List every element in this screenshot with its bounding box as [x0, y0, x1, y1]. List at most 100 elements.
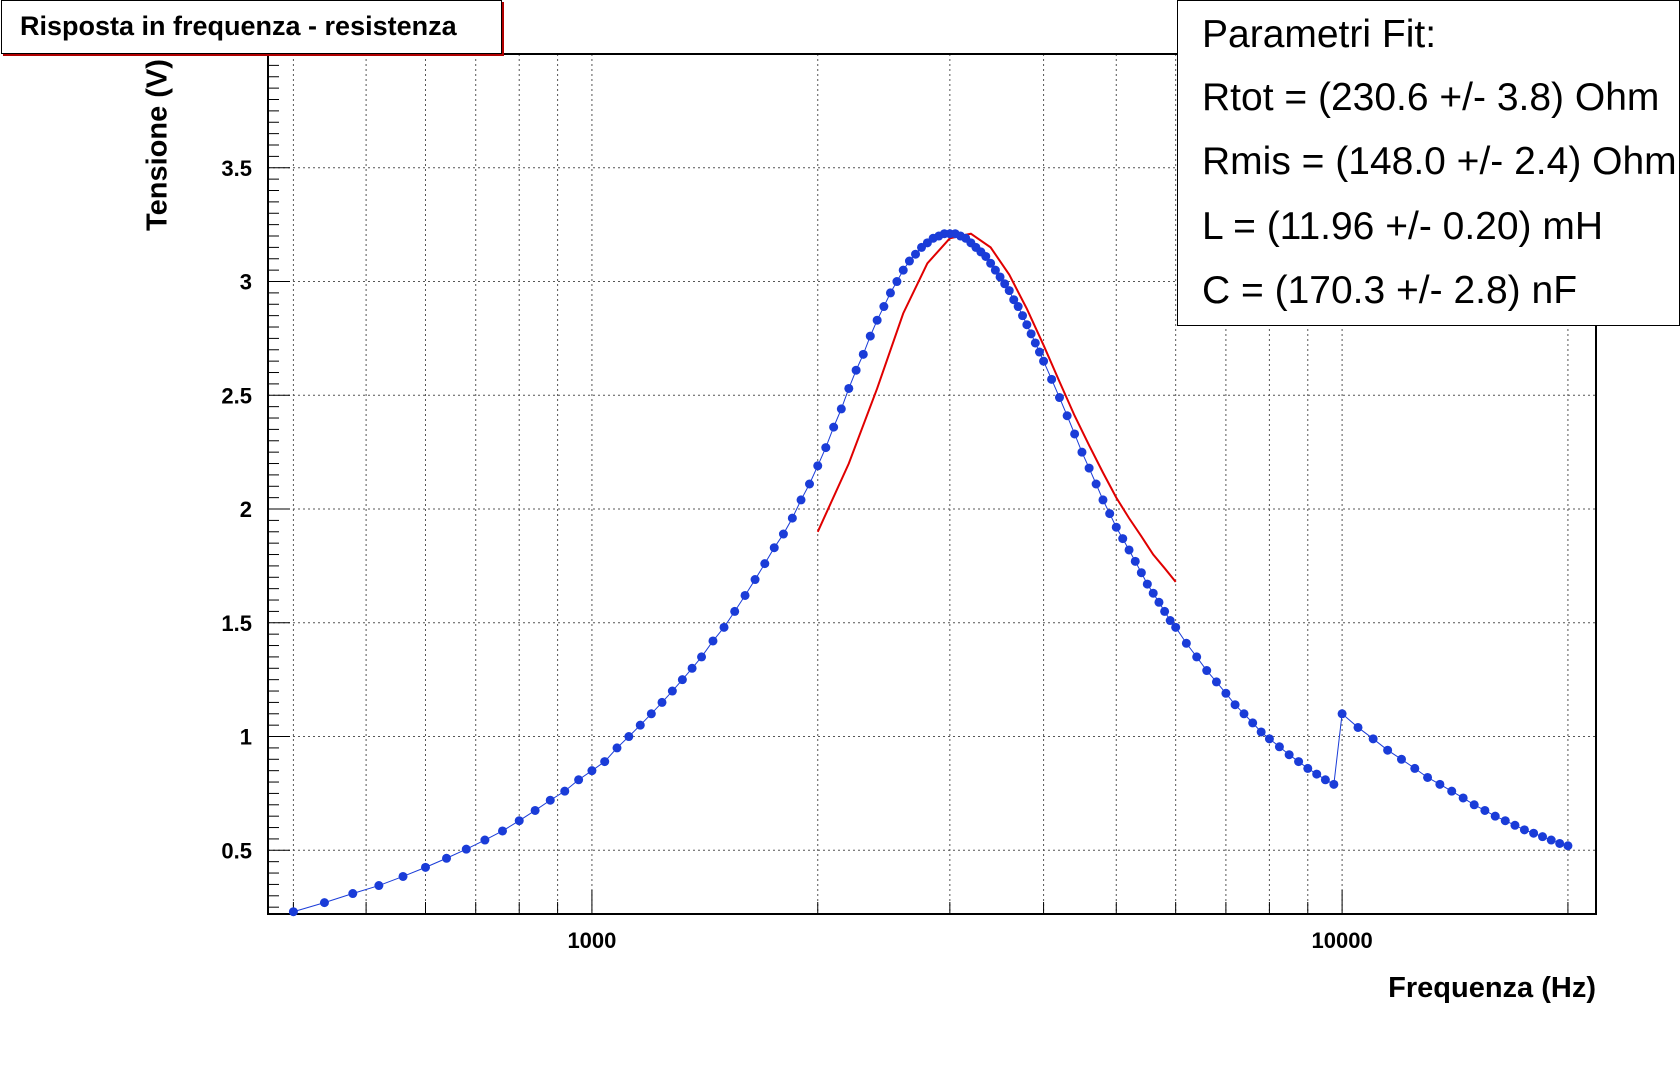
data-point	[858, 349, 868, 359]
data-point	[1458, 793, 1468, 803]
y-tick-label: 0.5	[221, 838, 252, 863]
data-point	[1211, 677, 1221, 687]
data-point	[374, 881, 384, 891]
data-point	[851, 365, 861, 375]
data-point	[1026, 329, 1036, 339]
data-point	[1142, 579, 1152, 589]
data-point	[1546, 835, 1556, 845]
data-point	[1098, 495, 1108, 505]
chart-title-box: Risposta in frequenza - resistenza	[1, 0, 502, 54]
fit-curve	[816, 232, 1177, 583]
fit-param-c: C = (170.3 +/- 2.8) nF	[1202, 269, 1578, 312]
data-point	[442, 853, 452, 863]
data-point	[1469, 800, 1479, 810]
data-point	[1000, 279, 1010, 289]
data-point	[1284, 750, 1294, 760]
data-point	[865, 331, 875, 341]
data-point	[1500, 816, 1510, 826]
data-point	[872, 315, 882, 325]
data-point	[1396, 754, 1406, 764]
data-point	[1519, 825, 1529, 835]
data-point	[1047, 374, 1057, 384]
data-point	[1084, 463, 1094, 473]
data-point	[574, 775, 584, 785]
data-point	[760, 559, 770, 569]
data-point	[1312, 769, 1322, 779]
data-point	[885, 288, 895, 298]
data-point	[1154, 597, 1164, 607]
data-point	[813, 461, 823, 471]
data-point	[1538, 832, 1548, 842]
data-point	[1329, 779, 1339, 789]
chart-title: Risposta in frequenza - resistenza	[20, 11, 457, 41]
x-tick-label: 1000	[567, 928, 616, 953]
data-point	[1435, 779, 1445, 789]
data-point	[1165, 616, 1175, 626]
tick-labels: 0.5 1 1.5 2 2.5 3 3.5 1000 10000	[221, 156, 1372, 953]
data-point	[646, 709, 656, 719]
data-point	[911, 249, 921, 259]
data-point	[719, 622, 729, 632]
data-point	[981, 251, 991, 261]
data-point	[514, 816, 524, 826]
data-point	[1070, 429, 1080, 439]
data-point	[1018, 311, 1028, 321]
data-point	[461, 844, 471, 854]
data-point	[1368, 734, 1378, 744]
data-point	[805, 479, 815, 489]
data-point	[1105, 509, 1115, 519]
data-point	[1248, 718, 1258, 728]
data-point	[708, 636, 718, 646]
plot-frame	[267, 53, 1597, 915]
y-tick-label: 1	[240, 725, 252, 750]
data-point	[1239, 709, 1249, 719]
data-point	[986, 258, 996, 268]
data-point	[657, 697, 667, 707]
data-point	[821, 443, 831, 453]
axes	[267, 53, 1597, 915]
data-point	[398, 871, 408, 881]
data-point	[904, 256, 914, 266]
data-point	[1111, 522, 1121, 532]
fit-parameters-box: Parametri Fit: Rtot = (230.6 +/- 3.8) Oh…	[1177, 0, 1680, 326]
data-point	[1490, 811, 1500, 821]
data-point	[844, 383, 854, 393]
data-point	[1447, 786, 1457, 796]
data-point	[697, 652, 707, 662]
data-point	[348, 889, 358, 899]
data-point	[1383, 745, 1393, 755]
y-axis-label: Tensione (V)	[141, 59, 174, 231]
data-point	[1563, 841, 1573, 851]
fit-param-rtot: Rtot = (230.6 +/- 3.8) Ohm	[1202, 76, 1660, 119]
data-point	[1091, 479, 1101, 489]
data-point	[796, 495, 806, 505]
data-point	[1030, 338, 1040, 348]
data-point	[1337, 709, 1347, 719]
data-point	[1171, 622, 1181, 632]
data-point	[750, 575, 760, 585]
data-point	[1130, 556, 1140, 566]
y-tick-label: 2.5	[221, 383, 252, 408]
data-point	[1009, 295, 1019, 305]
data-point	[778, 529, 788, 539]
fit-line	[816, 232, 1177, 583]
data-point	[624, 732, 634, 742]
data-point	[600, 757, 610, 767]
data-point	[677, 675, 687, 685]
data-point	[288, 907, 298, 917]
data-point	[1192, 652, 1202, 662]
data-point	[1294, 757, 1304, 767]
data-point	[1320, 775, 1330, 785]
data-point	[1510, 820, 1520, 830]
data-point	[612, 743, 622, 753]
data-point	[1160, 606, 1170, 616]
data-point	[990, 265, 1000, 275]
data-point	[898, 265, 908, 275]
data-connector-line	[293, 233, 1569, 913]
data-point	[498, 826, 508, 836]
data-point	[1004, 286, 1014, 296]
data-point	[687, 663, 697, 673]
x-axis-label: Frequenza (Hz)	[1388, 972, 1596, 1004]
data-point	[1054, 393, 1064, 403]
